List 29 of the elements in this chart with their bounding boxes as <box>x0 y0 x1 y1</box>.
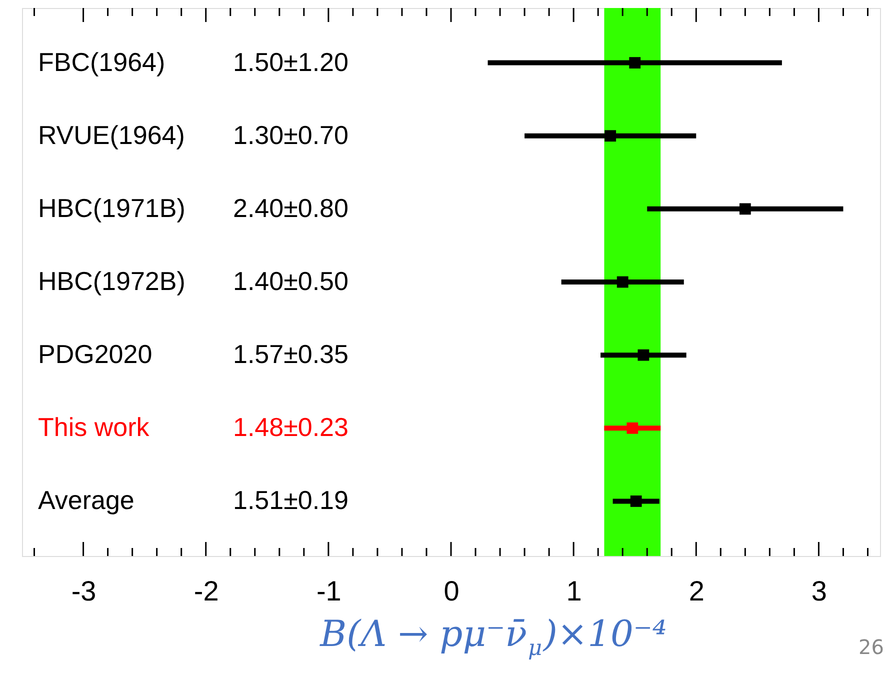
y-tick-label: This work <box>38 412 150 442</box>
annotation: 1.30±0.70 <box>233 120 348 150</box>
x-tick-label: -2 <box>194 576 219 606</box>
x-tick-label: 3 <box>811 576 828 606</box>
x-tick-label: 0 <box>444 576 460 606</box>
annotation: 1.50±1.20 <box>233 46 348 77</box>
annotation: 1.51±0.19 <box>233 485 348 516</box>
x-tick-label: -1 <box>316 576 342 606</box>
y-tick-label: Average <box>38 485 134 516</box>
y-tick-label: HBC(1971B) <box>38 192 186 223</box>
x-tick-label: 2 <box>688 576 704 606</box>
annotation: 1.40±0.50 <box>233 266 348 296</box>
point <box>629 57 641 68</box>
text: 26 <box>858 635 884 659</box>
y-tick-label: RVUE(1964) <box>38 120 185 150</box>
point <box>626 422 638 434</box>
x-tick-label: 1 <box>566 576 582 606</box>
x-tick-label: -3 <box>71 576 96 606</box>
point <box>630 496 642 507</box>
y-tick-label: HBC(1972B) <box>38 266 186 296</box>
annotation: 2.40±0.80 <box>233 192 348 223</box>
annotation: 1.48±0.23 <box>233 412 348 442</box>
annotation: 1.57±0.35 <box>233 339 348 370</box>
y-tick-label: FBC(1964) <box>38 46 166 77</box>
point <box>604 130 616 142</box>
point <box>616 276 628 288</box>
point <box>739 203 751 215</box>
y-tick-label: PDG2020 <box>38 339 152 370</box>
point <box>638 349 650 361</box>
